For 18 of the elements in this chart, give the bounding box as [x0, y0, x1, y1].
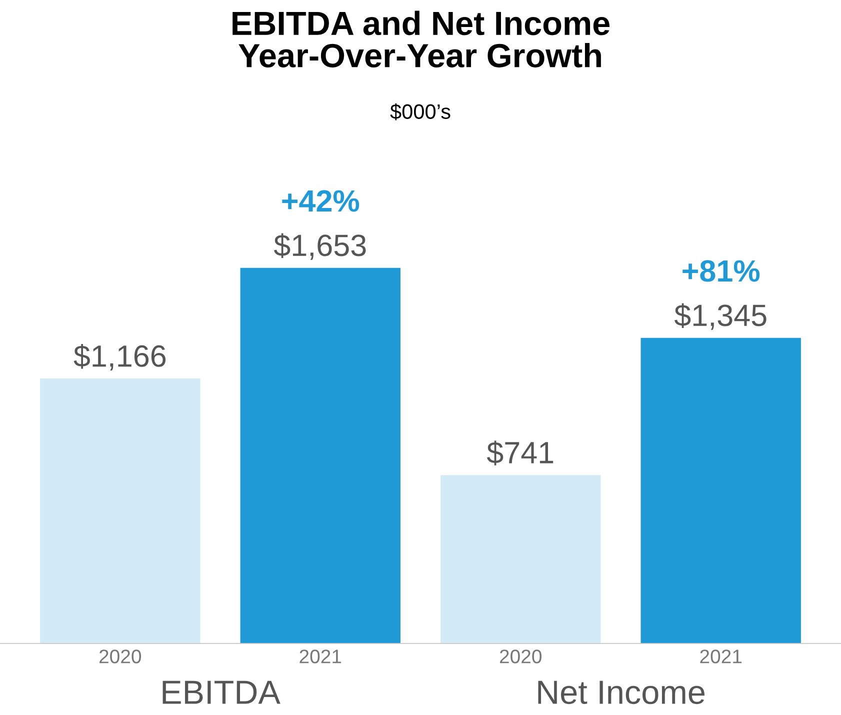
chart-subtitle: $000’s — [390, 103, 450, 120]
x-tick-label: 2021 — [300, 650, 342, 664]
x-tick-label: 2020 — [500, 650, 542, 664]
chart-title: EBITDA and Net Income Year-Over-Year Growth — [232, 10, 610, 68]
bar — [240, 268, 400, 644]
bar — [40, 378, 200, 644]
x-tick-label: 2021 — [700, 650, 742, 664]
x-tick-label: 2020 — [99, 650, 142, 664]
data-label: $741 — [486, 440, 554, 466]
annotation: +81% — [682, 260, 760, 282]
data-label: $1,166 — [74, 344, 166, 371]
data-label: $1,345 — [674, 303, 766, 330]
bar — [440, 475, 601, 644]
data-label: $1,653 — [274, 233, 366, 260]
text: +42% — [282, 190, 360, 212]
text: EBITDA — [162, 680, 280, 704]
text: Net Income — [538, 680, 704, 704]
bar — [640, 338, 801, 644]
